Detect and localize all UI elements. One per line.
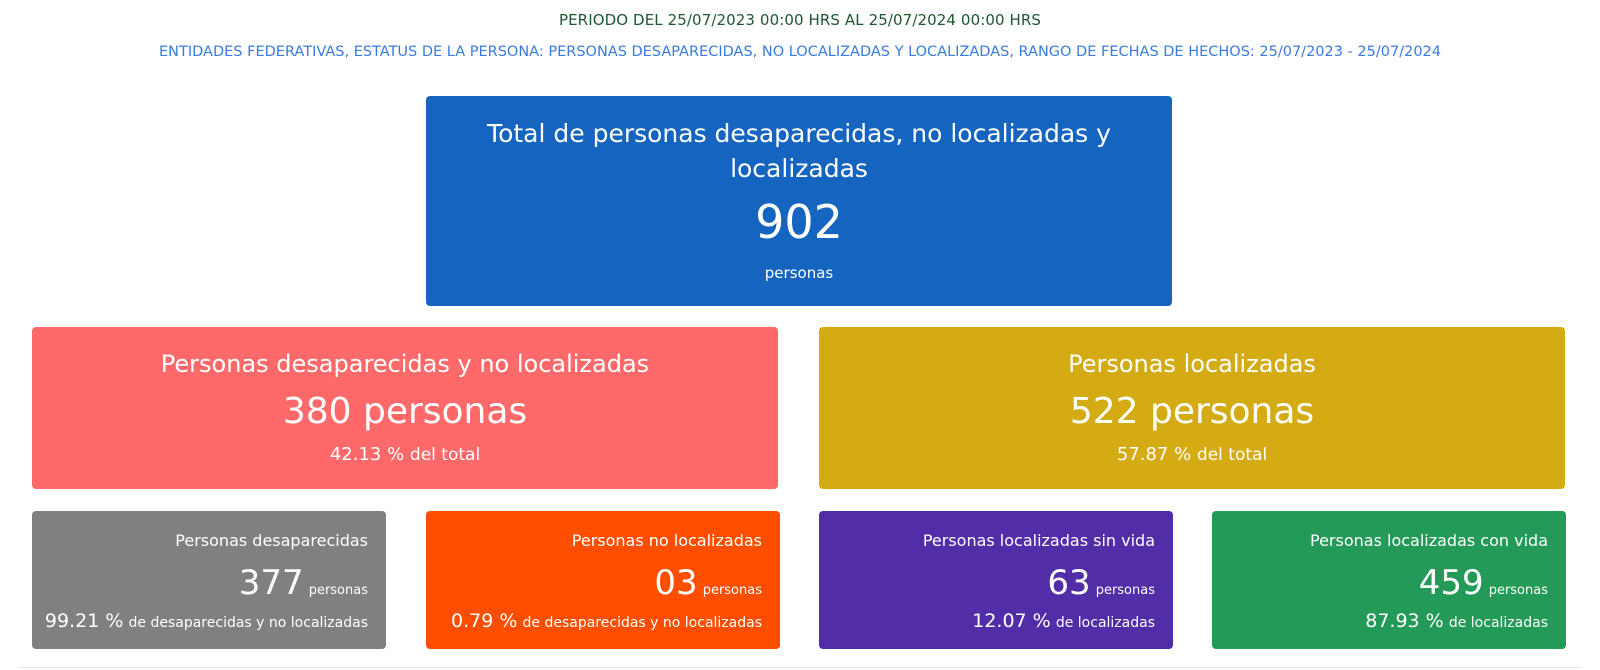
summary-card-value: 522 personas	[1069, 391, 1315, 432]
summary-card-title: Personas desaparecidas y no localizadas	[160, 350, 650, 378]
detail-card-percent-value: 99.21 %	[44, 610, 124, 632]
detail-card-percent-value: 87.93 %	[1365, 610, 1444, 632]
detail-card-title: Personas desaparecidas	[175, 531, 368, 550]
located-alive-card: Personas localizadas con vida 459 person…	[1212, 511, 1566, 649]
detail-card-percent-suffix: de desaparecidas y no localizadas	[128, 615, 368, 631]
detail-card-value: 03 personas	[654, 561, 762, 605]
filters-header: ENTIDADES FEDERATIVAS, ESTATUS DE LA PER…	[159, 44, 1441, 60]
summary-card-percent-suffix: del total	[1196, 445, 1268, 465]
located-card: Personas localizadas 522 personas 57.87 …	[819, 327, 1565, 489]
detail-card-number: 459	[1418, 563, 1484, 603]
detail-card-title: Personas localizadas sin vida	[922, 531, 1155, 550]
total-card: Total de personas desaparecidas, no loca…	[426, 96, 1172, 306]
detail-card-unit: personas	[1488, 583, 1548, 598]
detail-card-percent-suffix: de localizadas	[1448, 615, 1548, 631]
footer-divider	[18, 667, 1582, 668]
detail-card-percent-suffix: de localizadas	[1055, 615, 1155, 631]
detail-card-unit: personas	[308, 583, 368, 598]
detail-card-title: Personas localizadas con vida	[1310, 531, 1548, 550]
detail-card-percent: 99.21 % de desaparecidas y no localizada…	[45, 610, 368, 632]
missing-not-located-card: Personas desaparecidas y no localizadas …	[32, 327, 778, 489]
total-card-unit: personas	[764, 264, 834, 282]
detail-card-number: 377	[238, 563, 304, 603]
detail-card-number: 03	[654, 563, 698, 603]
not-located-card: Personas no localizadas 03 personas 0.79…	[426, 511, 780, 649]
detail-card-percent-suffix: de desaparecidas y no localizadas	[522, 615, 762, 631]
detail-card-value: 377 personas	[239, 561, 368, 605]
detail-card-percent-value: 12.07 %	[972, 610, 1051, 632]
detail-card-value: 63 personas	[1047, 561, 1155, 605]
detail-card-percent: 0.79 % de desaparecidas y no localizadas	[451, 610, 762, 632]
total-card-title: Total de personas desaparecidas, no loca…	[487, 119, 1111, 183]
detail-card-number: 63	[1047, 563, 1091, 603]
summary-card-percent: 57.87 % del total	[819, 443, 1565, 467]
detail-card-percent: 87.93 % de localizadas	[1365, 610, 1548, 632]
summary-card-percent: 42.13 % del total	[32, 443, 778, 467]
summary-card-percent-suffix: del total	[409, 445, 481, 465]
detail-card-value: 459 personas	[1419, 561, 1548, 605]
summary-card-percent-value: 57.87 %	[1116, 444, 1192, 465]
period-header: PERIODO DEL 25/07/2023 00:00 HRS AL 25/0…	[558, 11, 1042, 29]
detail-card-unit: personas	[702, 583, 762, 598]
summary-card-percent-value: 42.13 %	[329, 444, 405, 465]
located-dead-card: Personas localizadas sin vida 63 persona…	[819, 511, 1173, 649]
missing-card: Personas desaparecidas 377 personas 99.2…	[32, 511, 386, 649]
total-card-value: 902	[755, 195, 843, 249]
detail-card-percent-value: 0.79 %	[451, 610, 518, 632]
detail-card-title: Personas no localizadas	[571, 531, 762, 550]
detail-card-unit: personas	[1095, 583, 1155, 598]
summary-card-value: 380 personas	[282, 391, 528, 432]
summary-card-title: Personas localizadas	[1068, 350, 1316, 378]
detail-card-percent: 12.07 % de localizadas	[972, 610, 1155, 632]
